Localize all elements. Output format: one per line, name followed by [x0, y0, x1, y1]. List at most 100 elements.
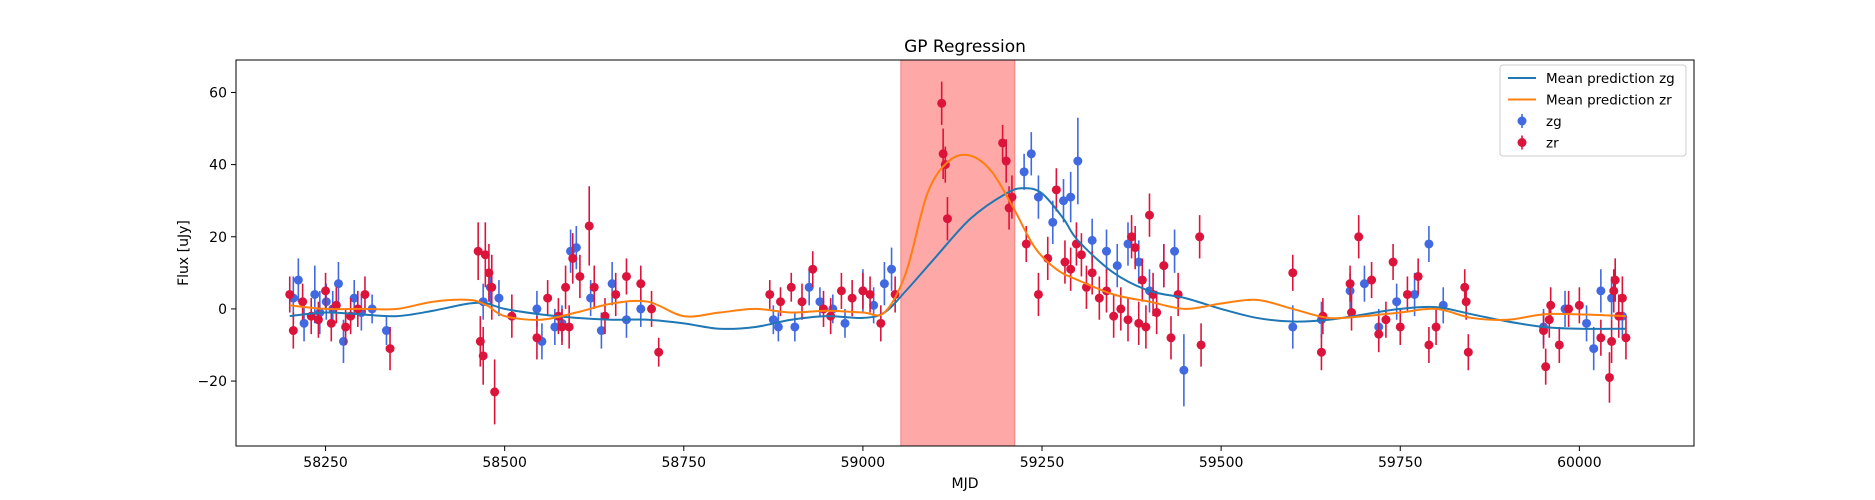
- zr-point: [1051, 185, 1061, 195]
- chart-title: GP Regression: [904, 37, 1026, 57]
- y-tick-label: 20: [209, 230, 227, 246]
- zr-point: [847, 293, 857, 303]
- x-tick-label: 59250: [1020, 455, 1065, 471]
- zr-point: [1001, 156, 1011, 166]
- zr-point: [1123, 315, 1133, 325]
- zr-point: [487, 282, 497, 292]
- zg-point: [571, 243, 581, 253]
- zg-point: [1019, 167, 1029, 177]
- zr-point: [1127, 232, 1137, 242]
- zg-point: [1589, 344, 1599, 354]
- zr-point: [1609, 286, 1619, 296]
- zr-point: [1033, 289, 1043, 299]
- zr-point: [1367, 275, 1377, 285]
- legend-entry: Mean prediction zg: [1508, 71, 1675, 87]
- legend-label: Mean prediction zg: [1546, 71, 1675, 87]
- zr-point: [385, 344, 395, 354]
- zg-point: [1596, 286, 1606, 296]
- zr-point: [473, 246, 483, 256]
- x-tick-label: 58500: [482, 455, 527, 471]
- zr-point: [621, 271, 631, 281]
- zr-point: [341, 322, 351, 332]
- zg-point: [804, 282, 814, 292]
- zr-point: [1137, 275, 1147, 285]
- zg-point: [381, 326, 391, 336]
- zr-point: [1596, 333, 1606, 343]
- x-tick-label: 59000: [841, 455, 886, 471]
- zg-point: [333, 279, 343, 289]
- zg-point: [596, 326, 606, 336]
- errorbar-layer: [285, 81, 1631, 425]
- zr-point: [313, 315, 323, 325]
- zr-point: [1076, 250, 1086, 260]
- zg-point: [879, 279, 889, 289]
- zg-point: [1123, 239, 1133, 249]
- zr-point: [1463, 347, 1473, 357]
- x-tick-label: 59750: [1378, 455, 1423, 471]
- zr-point: [1610, 275, 1620, 285]
- zr-point: [1461, 297, 1471, 307]
- legend-label: zr: [1546, 136, 1559, 152]
- zr-point: [1574, 300, 1584, 310]
- zr-point: [288, 326, 298, 336]
- zr-point: [1134, 318, 1144, 328]
- zr-point: [1395, 322, 1405, 332]
- zg-point: [840, 318, 850, 328]
- zg-point: [887, 264, 897, 274]
- zr-point: [1604, 372, 1614, 382]
- zg-point: [293, 275, 303, 285]
- zg-point: [1102, 246, 1112, 256]
- y-tick-label: 0: [218, 302, 227, 318]
- zg-point: [1033, 192, 1043, 202]
- zg-point: [815, 297, 825, 307]
- y-axis-label: Flux [uJy]: [176, 220, 192, 286]
- zr-point: [1196, 340, 1206, 350]
- y-axis-ticks: −20 0 20 40 60: [197, 85, 236, 390]
- zr-point: [285, 289, 295, 299]
- zr-point: [876, 318, 886, 328]
- x-tick-label: 58250: [303, 455, 348, 471]
- zg-point: [349, 293, 359, 303]
- zr-point: [478, 351, 488, 361]
- legend-box: [1499, 64, 1687, 157]
- zr-point: [561, 282, 571, 292]
- legend: Mean prediction zg Mean prediction zr zg zr: [1499, 64, 1687, 157]
- zr-point: [1060, 257, 1070, 267]
- zr-point: [1424, 340, 1434, 350]
- zr-point: [480, 250, 490, 260]
- x-tick-label: 60000: [1557, 455, 1602, 471]
- zr-point: [1195, 232, 1205, 242]
- x-axis-label: MJD: [952, 476, 979, 492]
- zg-point: [1087, 235, 1097, 245]
- zg-point: [586, 293, 596, 303]
- zg-point: [1066, 192, 1076, 202]
- zr-point: [786, 282, 796, 292]
- zr-point: [937, 98, 947, 108]
- zr-point: [797, 297, 807, 307]
- zr-point: [1413, 271, 1423, 281]
- zr-point: [1288, 268, 1298, 278]
- zr-point: [600, 311, 610, 321]
- zr-point: [1021, 239, 1031, 249]
- zr-point: [1544, 315, 1554, 325]
- zg-point: [1073, 156, 1083, 166]
- zr-point: [1087, 268, 1097, 278]
- zr-point: [584, 221, 594, 231]
- zr-point: [1541, 362, 1551, 372]
- zr-point: [776, 297, 786, 307]
- zr-point: [1144, 210, 1154, 220]
- zg-point: [607, 279, 617, 289]
- legend-label: zg: [1546, 114, 1562, 130]
- zr-point: [1116, 304, 1126, 314]
- zg-point: [338, 336, 348, 346]
- zg-point: [1424, 239, 1434, 249]
- zr-point: [1066, 264, 1076, 274]
- zr-point: [298, 297, 308, 307]
- zr-point: [589, 282, 599, 292]
- legend-marker-swatch: [1517, 138, 1527, 147]
- zr-point: [865, 289, 875, 299]
- legend-marker-swatch: [1517, 116, 1527, 126]
- zr-point: [543, 293, 553, 303]
- zg-point: [1134, 257, 1144, 267]
